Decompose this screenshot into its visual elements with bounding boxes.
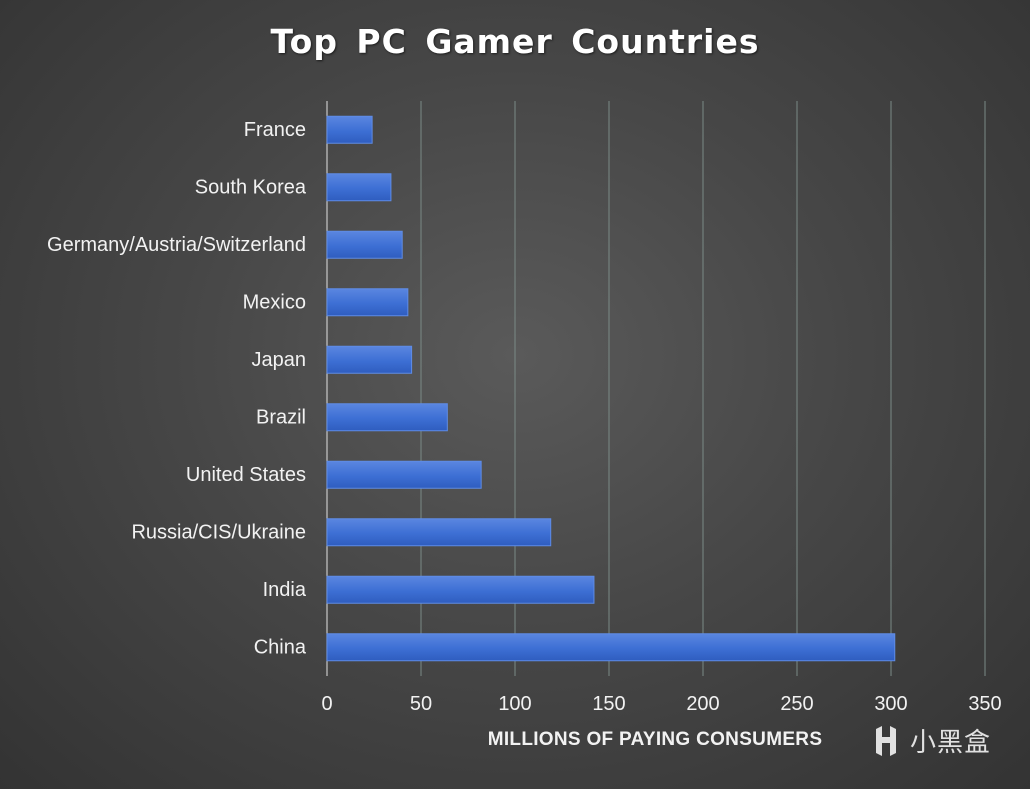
bar-russia-cis-ukraine (326, 518, 552, 547)
x-tick-label: 100 (498, 693, 531, 715)
x-tick-label: 0 (321, 693, 332, 715)
bar-united-states (326, 460, 482, 489)
category-label: India (263, 579, 307, 601)
x-tick-label: 150 (592, 693, 625, 715)
bar-china (326, 633, 896, 662)
category-label: Germany/Austria/Switzerland (47, 234, 306, 256)
bar-mexico (326, 288, 409, 317)
bar-brazil (326, 403, 448, 432)
category-label: Brazil (256, 406, 306, 428)
x-axis-label: MILLIONS OF PAYING CONSUMERS (487, 729, 823, 750)
bar-south-korea (326, 173, 392, 202)
category-label: United States (186, 464, 306, 486)
bars (326, 115, 896, 662)
category-label: Japan (252, 349, 307, 371)
category-label: South Korea (195, 176, 307, 198)
watermark: 小黑盒 (868, 722, 991, 759)
gridlines (420, 101, 986, 676)
x-tick-labels: 0 50 100 150 200 250 300 350 (321, 693, 1001, 715)
category-labels: France South Korea Germany/Austria/Switzer… (47, 119, 307, 659)
watermark-text: 小黑盒 (910, 728, 992, 758)
chart-title: Top PC Gamer Countries (270, 22, 760, 61)
category-label: France (244, 119, 306, 141)
heybox-logo-icon (876, 725, 896, 756)
bar-japan (326, 345, 413, 374)
category-label: Russia/CIS/Ukraine (131, 521, 306, 543)
category-label: China (254, 636, 307, 658)
bar-france (326, 115, 373, 144)
x-tick-label: 350 (968, 693, 1001, 715)
category-label: Mexico (243, 291, 306, 313)
bar-germany-austria-switzerland (326, 230, 403, 259)
bar-india (326, 575, 595, 604)
x-tick-label: 200 (686, 693, 719, 715)
x-tick-label: 250 (780, 693, 813, 715)
x-tick-label: 50 (410, 693, 432, 715)
x-tick-label: 300 (874, 693, 907, 715)
